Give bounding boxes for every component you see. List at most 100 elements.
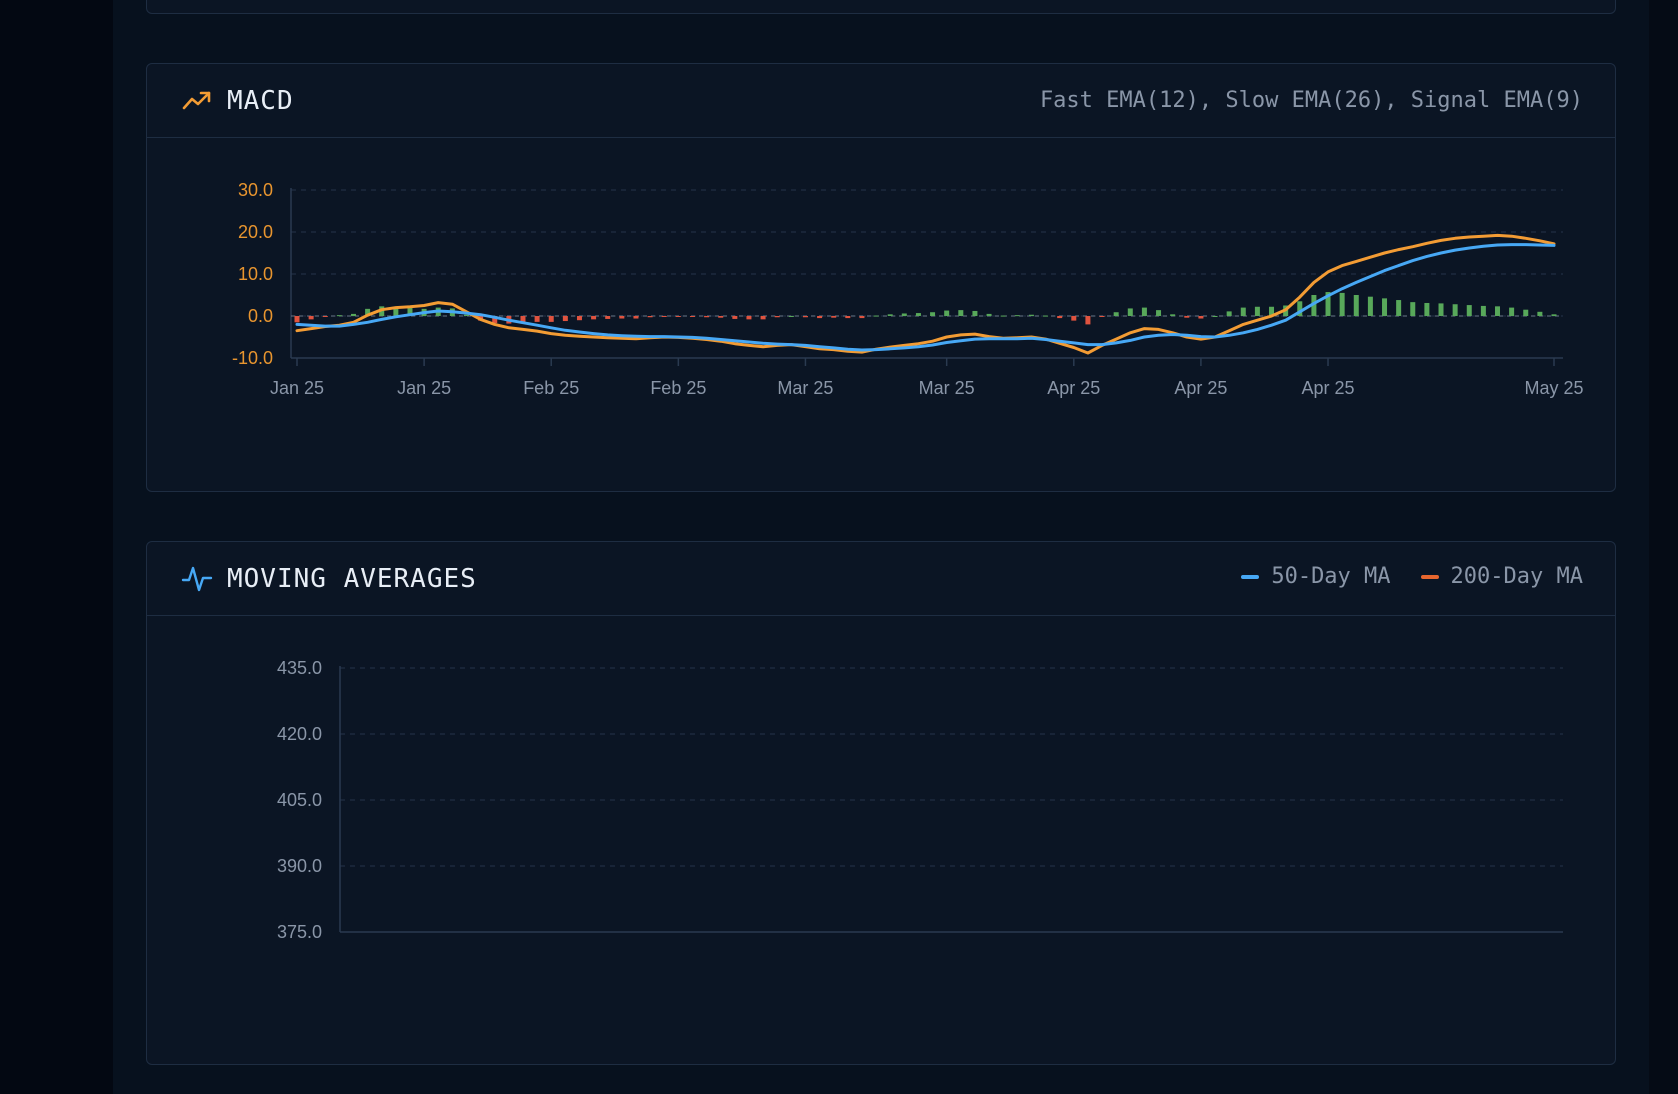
legend-label-50-day: 50-Day MA — [1271, 564, 1391, 589]
macd-x-tick-label: Apr 25 — [1174, 378, 1227, 398]
macd-histogram-bar — [788, 316, 794, 317]
macd-histogram-bar — [1240, 307, 1246, 316]
legend-swatch-200-day — [1420, 574, 1439, 579]
macd-histogram-bar — [1551, 314, 1557, 316]
macd-histogram-bar — [704, 316, 710, 318]
macd-histogram-bar — [1127, 308, 1133, 316]
macd-histogram-bar — [1071, 316, 1077, 321]
macd-histogram-bar — [760, 316, 766, 320]
macd-histogram-bar — [732, 316, 738, 319]
macd-histogram-bar — [1297, 301, 1303, 316]
macd-histogram-bar — [605, 316, 611, 319]
moving-averages-panel: MOVING AVERAGES 50-Day MA 200-Day MA 435… — [146, 541, 1616, 1065]
macd-histogram-bar — [972, 310, 978, 316]
macd-histogram-bar — [548, 316, 554, 322]
macd-histogram-bar — [675, 316, 681, 317]
macd-panel-title: MACD — [227, 86, 294, 116]
macd-histogram-bar — [520, 316, 526, 323]
macd-histogram-bar — [492, 316, 498, 324]
macd-chart: 30.0 20.0 10.0 0.0 -10.0 Jan 25 Jan 25 Feb 25 Fe… — [232, 180, 1584, 398]
ma-panel-header: MOVING AVERAGES 50-Day MA 200-Day MA — [147, 542, 1615, 616]
macd-histogram-bar — [647, 316, 653, 318]
macd-histogram-bar — [1495, 306, 1501, 316]
macd-histogram-bar — [845, 316, 851, 319]
activity-pulse-icon — [181, 566, 213, 592]
macd-histogram-bar — [746, 316, 752, 320]
macd-histogram-bar — [1226, 311, 1232, 316]
ma-y-tick-label: 420.0 — [277, 724, 322, 744]
macd-histogram-bar — [1099, 316, 1105, 317]
macd-histogram-bar — [1382, 298, 1388, 316]
macd-histogram-bar — [534, 316, 540, 322]
macd-x-tick-label: Mar 25 — [919, 378, 975, 398]
macd-x-tick-label: Apr 25 — [1047, 378, 1100, 398]
macd-panel-header: MACD Fast EMA(12), Slow EMA(26), Signal … — [147, 64, 1615, 138]
macd-histogram-bar — [350, 313, 356, 316]
macd-histogram-bar — [1269, 306, 1275, 316]
macd-histogram-bar — [1410, 302, 1416, 316]
macd-histogram-bar — [873, 315, 879, 317]
trending-up-icon — [182, 91, 211, 110]
macd-histogram-bar — [1396, 300, 1402, 316]
macd-x-tick-label: Mar 25 — [777, 378, 833, 398]
macd-histogram-bar — [591, 316, 597, 320]
macd-histogram-bar — [958, 310, 964, 316]
macd-line — [295, 233, 1556, 355]
macd-histogram-bar — [393, 306, 399, 316]
macd-x-tick-label: Jan 25 — [270, 378, 324, 398]
macd-histogram-bar — [802, 316, 808, 318]
macd-histogram-bar — [1184, 316, 1190, 318]
macd-histogram-bar — [1311, 295, 1317, 316]
macd-x-tick-label: Feb 25 — [650, 378, 706, 398]
macd-histogram-bar — [1367, 296, 1373, 316]
macd-histogram-bar — [562, 316, 568, 322]
macd-histogram-bar — [1466, 305, 1472, 316]
macd-y-tick-label: 20.0 — [238, 222, 273, 242]
macd-histogram-bar — [336, 315, 342, 317]
macd-histogram-bar — [407, 308, 413, 316]
macd-histogram-bar — [1452, 304, 1458, 316]
macd-histogram-bar — [1325, 292, 1331, 316]
ma-legend: 50-Day MA 200-Day MA — [1241, 564, 1583, 589]
macd-histogram-bar — [887, 314, 893, 316]
macd-histogram-bar — [1537, 311, 1543, 316]
macd-histogram-bar — [817, 316, 823, 319]
macd-histogram-bar — [294, 316, 300, 323]
macd-histogram-bar — [1254, 306, 1260, 316]
macd-histogram-bar — [619, 316, 625, 319]
macd-histogram-bar — [1028, 314, 1034, 316]
macd-histogram-bar — [718, 316, 724, 318]
macd-histogram-bar — [463, 314, 469, 316]
legend-swatch-50-day — [1241, 574, 1260, 579]
macd-histogram-bar — [308, 316, 314, 320]
macd-histogram-bar — [1353, 295, 1359, 316]
macd-histogram-bar — [986, 313, 992, 316]
macd-histogram-bar — [1085, 316, 1091, 325]
ma-y-tick-label: 405.0 — [277, 790, 322, 810]
macd-histogram-bar — [689, 316, 695, 317]
moving-averages-chart: 435.0 420.0 405.0 390.0 375.0 — [277, 658, 1563, 942]
right-scroll-gutter — [1649, 0, 1678, 1094]
macd-histogram-bar — [1170, 314, 1176, 316]
ma-y-tick-label: 375.0 — [277, 922, 322, 942]
macd-histogram-bar — [1000, 315, 1006, 317]
macd-histogram-bar — [1424, 302, 1430, 316]
macd-histogram-bar — [774, 316, 780, 318]
macd-histogram-bar — [1438, 303, 1444, 316]
macd-histogram-bar — [1141, 307, 1147, 316]
legend-item-200-day[interactable]: 200-Day MA — [1420, 564, 1583, 589]
macd-x-tick-label: Apr 25 — [1301, 378, 1354, 398]
macd-histogram-bar — [1198, 316, 1204, 319]
macd-panel-subtitle: Fast EMA(12), Slow EMA(26), Signal EMA(9… — [1039, 88, 1583, 113]
ma-panel-title: MOVING AVERAGES — [227, 564, 477, 594]
legend-label-200-day: 200-Day MA — [1450, 564, 1583, 589]
legend-item-50-day[interactable]: 50-Day MA — [1241, 564, 1391, 589]
macd-histogram-bar — [322, 316, 328, 317]
macd-histogram-bar — [1212, 316, 1218, 317]
macd-histogram-bar — [1156, 310, 1162, 316]
macd-histogram-bar — [915, 313, 921, 316]
macd-histogram-bar — [901, 313, 907, 316]
macd-histogram-bar — [1523, 309, 1529, 316]
previous-panel-edge — [146, 0, 1616, 14]
macd-y-tick-label: 10.0 — [238, 264, 273, 284]
